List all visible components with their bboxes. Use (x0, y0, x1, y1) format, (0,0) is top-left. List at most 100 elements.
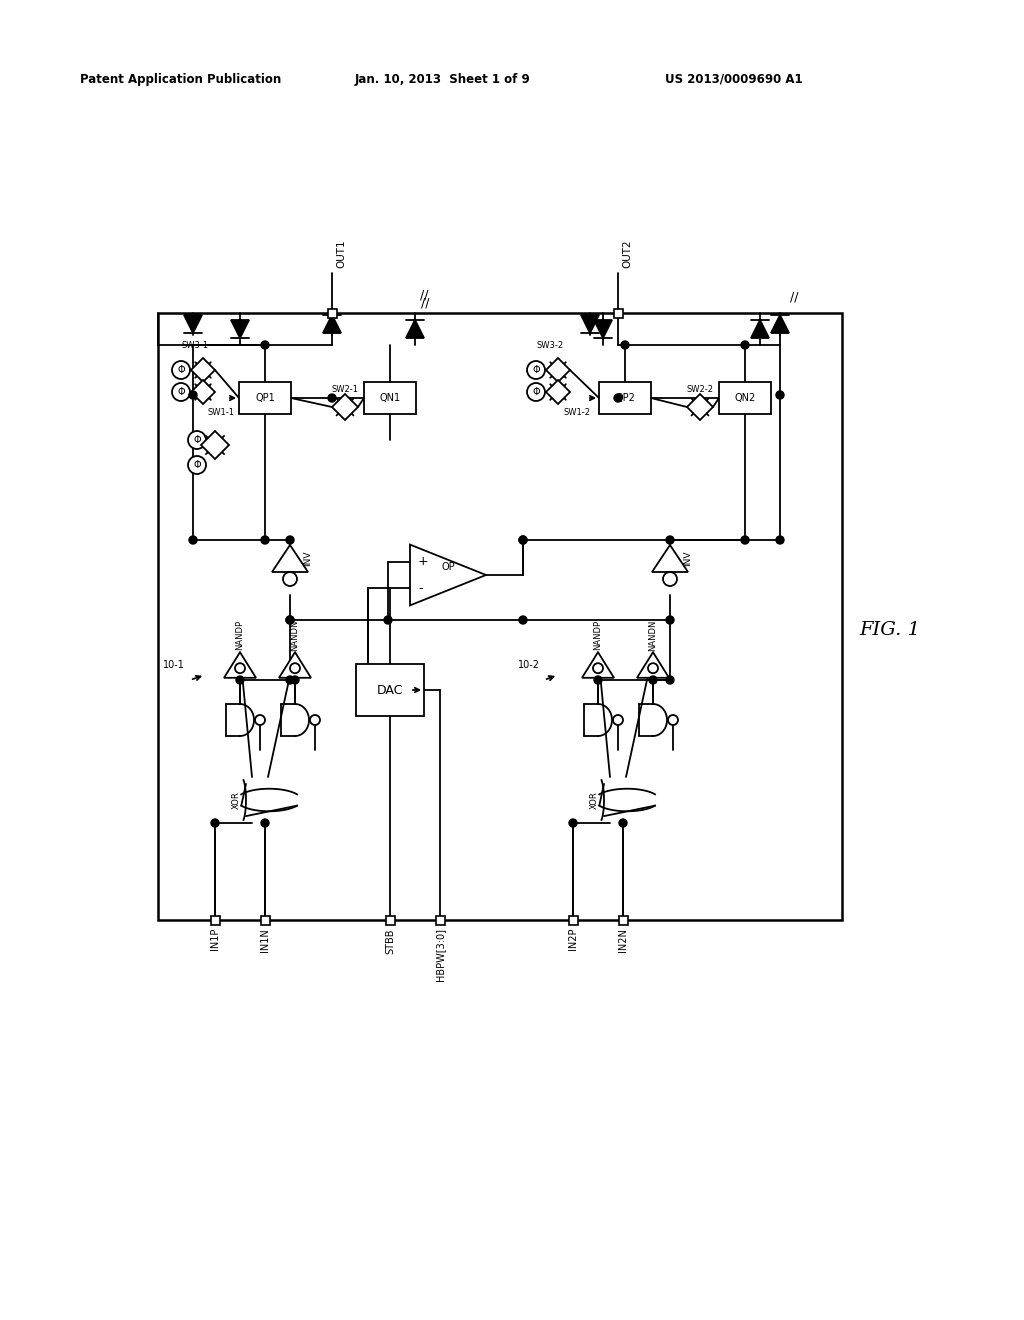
Text: Φ: Φ (194, 459, 201, 470)
Text: IN1P: IN1P (210, 928, 220, 950)
Circle shape (283, 572, 297, 586)
Text: INV: INV (683, 550, 692, 566)
Circle shape (189, 536, 197, 544)
Text: QN2: QN2 (734, 393, 756, 403)
Circle shape (741, 536, 749, 544)
Text: IN2N: IN2N (618, 928, 628, 952)
Bar (158, 313, 842, 920)
Circle shape (614, 393, 622, 403)
Polygon shape (323, 315, 341, 333)
Text: Φ: Φ (177, 366, 184, 375)
Polygon shape (751, 319, 769, 338)
Polygon shape (594, 319, 612, 338)
Circle shape (649, 676, 657, 684)
Bar (260, 916, 269, 924)
Polygon shape (581, 315, 599, 333)
Text: OP: OP (441, 562, 455, 572)
Circle shape (666, 536, 674, 544)
Text: OUT1: OUT1 (336, 239, 346, 268)
Text: XOR: XOR (231, 791, 241, 809)
Text: //: // (790, 290, 799, 304)
Bar (599, 381, 651, 414)
Polygon shape (652, 545, 688, 572)
Text: //: // (421, 297, 429, 309)
Circle shape (621, 341, 629, 348)
Circle shape (618, 818, 627, 828)
Text: NANDN: NANDN (648, 619, 657, 651)
Bar (239, 381, 291, 414)
Text: -: - (418, 582, 423, 595)
Text: Φ: Φ (532, 366, 540, 375)
Circle shape (519, 536, 527, 544)
Polygon shape (272, 545, 308, 572)
Circle shape (776, 391, 784, 399)
Text: SW3-2: SW3-2 (537, 341, 563, 350)
Polygon shape (410, 545, 486, 606)
Polygon shape (406, 319, 424, 338)
Bar (568, 916, 578, 924)
Bar (435, 916, 444, 924)
Polygon shape (332, 393, 358, 420)
Circle shape (776, 536, 784, 544)
Circle shape (328, 393, 336, 403)
Bar (385, 916, 394, 924)
Circle shape (648, 663, 658, 673)
Polygon shape (279, 652, 311, 677)
Circle shape (310, 715, 319, 725)
Text: DAC: DAC (377, 684, 403, 697)
Bar (719, 381, 771, 414)
Circle shape (668, 715, 678, 725)
Circle shape (666, 616, 674, 624)
Text: Φ: Φ (194, 436, 201, 445)
Text: 10-2: 10-2 (518, 660, 540, 671)
Text: SW2-1: SW2-1 (332, 384, 358, 393)
Text: QP2: QP2 (615, 393, 635, 403)
Polygon shape (771, 315, 790, 333)
Text: STBB: STBB (385, 928, 395, 953)
Bar (211, 916, 219, 924)
Circle shape (286, 616, 294, 624)
Circle shape (236, 676, 244, 684)
Text: HBPW[3:0]: HBPW[3:0] (435, 928, 445, 981)
Text: Φ: Φ (532, 387, 540, 397)
Circle shape (172, 360, 190, 379)
Circle shape (519, 616, 527, 624)
Polygon shape (191, 380, 215, 404)
Text: IN1N: IN1N (260, 928, 270, 952)
Circle shape (290, 663, 300, 673)
Circle shape (255, 715, 265, 725)
Circle shape (613, 715, 623, 725)
Circle shape (663, 572, 677, 586)
Text: SW1-1: SW1-1 (208, 408, 234, 417)
Text: SW2-2: SW2-2 (686, 384, 714, 393)
Text: SW1-2: SW1-2 (563, 408, 590, 417)
Bar (364, 381, 416, 414)
Text: FIG. 1: FIG. 1 (859, 620, 921, 639)
Polygon shape (546, 358, 570, 381)
Text: +: + (418, 556, 429, 568)
Circle shape (594, 676, 602, 684)
Text: XOR: XOR (590, 791, 598, 809)
Circle shape (286, 536, 294, 544)
Circle shape (666, 676, 674, 684)
Circle shape (261, 341, 269, 348)
Circle shape (286, 676, 294, 684)
Text: 10-1: 10-1 (163, 660, 185, 671)
Text: //: // (420, 288, 428, 301)
Circle shape (741, 341, 749, 348)
Polygon shape (687, 393, 713, 420)
Circle shape (384, 616, 392, 624)
Polygon shape (637, 652, 669, 677)
Bar (328, 309, 337, 318)
Polygon shape (191, 358, 215, 381)
Polygon shape (184, 315, 202, 333)
Text: INV: INV (303, 550, 312, 566)
Circle shape (261, 818, 269, 828)
Polygon shape (582, 652, 614, 677)
Circle shape (188, 432, 206, 449)
Polygon shape (231, 319, 249, 338)
Circle shape (291, 676, 299, 684)
Text: QN1: QN1 (380, 393, 400, 403)
Circle shape (234, 663, 245, 673)
Bar (356, 664, 424, 715)
